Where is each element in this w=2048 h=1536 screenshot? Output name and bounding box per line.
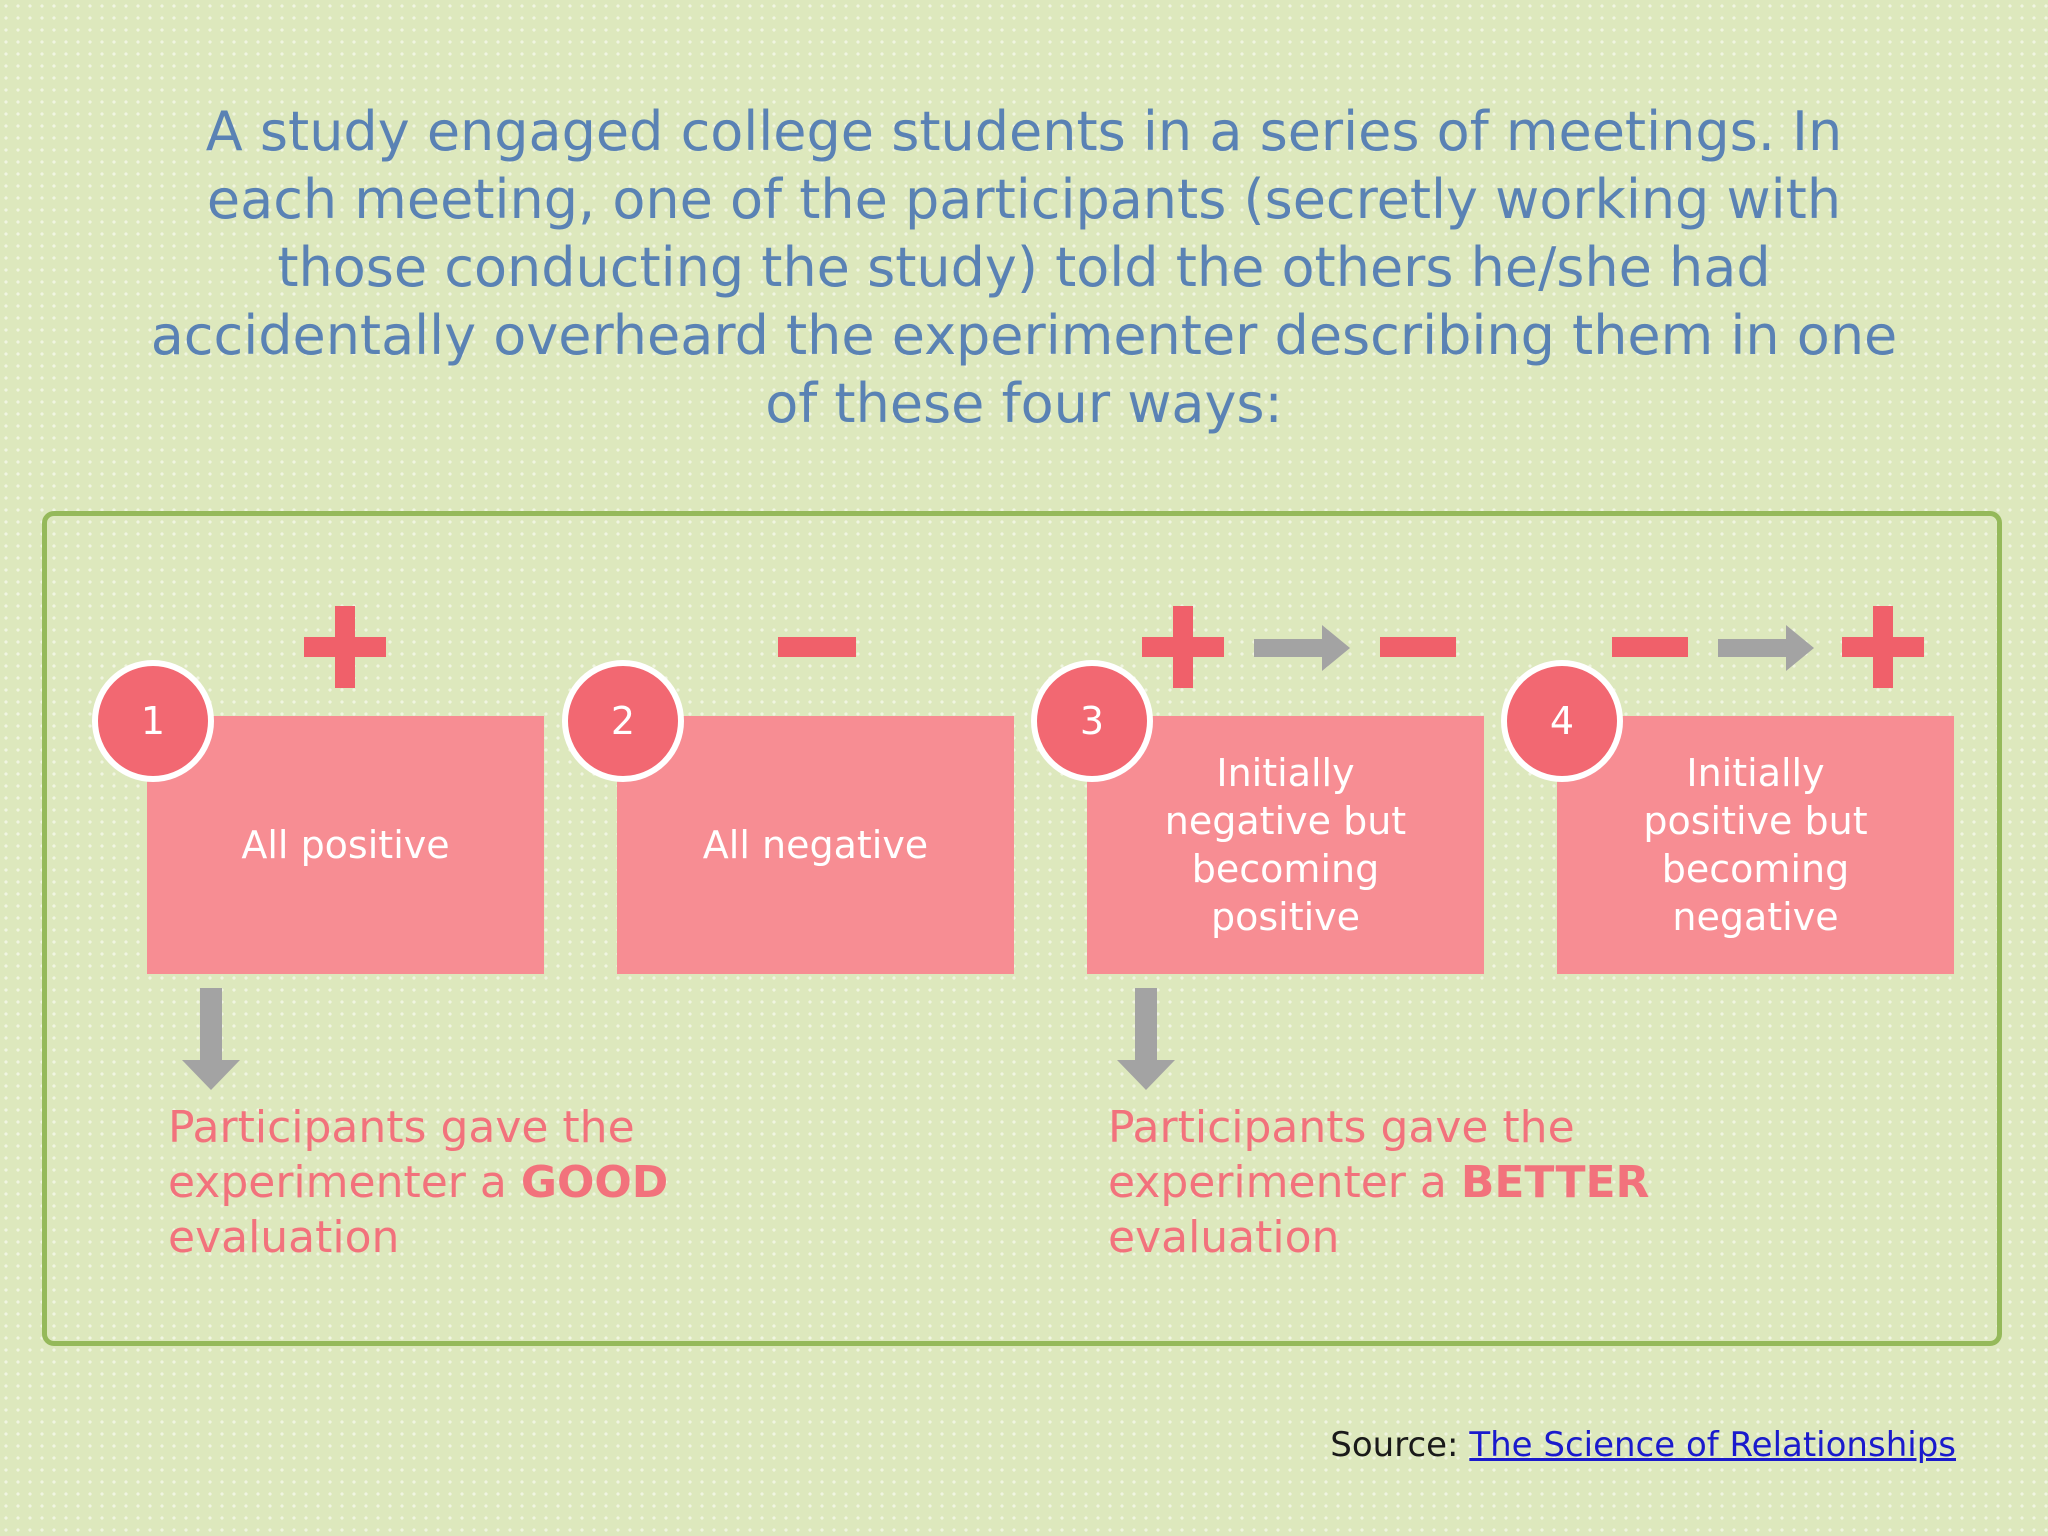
down-arrow-icon [1117, 988, 1175, 1090]
outcome-better: Participants gave the experimenter a BET… [1108, 1100, 1808, 1265]
outcome-prefix: Participants gave the experimenter a [1108, 1102, 1575, 1208]
minus-icon [1612, 637, 1688, 657]
condition-label: Initially positive but becoming negative [1643, 751, 1868, 939]
number-badge-4: 4 [1501, 660, 1623, 782]
outcome-prefix: Participants gave the experimenter a [168, 1102, 635, 1208]
outcome-good: Participants gave the experimenter a GOO… [168, 1100, 868, 1265]
intro-text: A study engaged college students in a se… [150, 100, 1898, 435]
plus-icon [1142, 606, 1224, 688]
condition-label: All negative [702, 823, 929, 867]
condition-card-1: All positive [147, 716, 544, 974]
plus-icon [304, 606, 386, 688]
right-arrow-icon [1718, 625, 1814, 671]
right-arrow-icon [1254, 625, 1350, 671]
number-badge-2: 2 [562, 660, 684, 782]
minus-icon [1380, 637, 1456, 657]
plus-icon [1842, 606, 1924, 688]
conditions-panel [42, 511, 2002, 1346]
source-label: Source: [1330, 1425, 1459, 1465]
down-arrow-icon [182, 988, 240, 1090]
source-link[interactable]: The Science of Relationships [1469, 1425, 1956, 1465]
condition-card-4: Initially positive but becoming negative [1557, 716, 1954, 974]
minus-icon [778, 637, 856, 657]
condition-label: Initially negative but becoming positive [1164, 751, 1407, 939]
condition-card-2: All negative [617, 716, 1014, 974]
number-badge-1: 1 [92, 660, 214, 782]
number-badge-3: 3 [1031, 660, 1153, 782]
outcome-emphasis: BETTER [1460, 1157, 1650, 1208]
outcome-emphasis: GOOD [520, 1157, 669, 1208]
outcome-suffix: evaluation [1108, 1212, 1340, 1263]
condition-card-3: Initially negative but becoming positive [1087, 716, 1484, 974]
source-credit: Source: The Science of Relationships [1330, 1425, 1956, 1465]
condition-label: All positive [241, 823, 450, 867]
outcome-suffix: evaluation [168, 1212, 400, 1263]
